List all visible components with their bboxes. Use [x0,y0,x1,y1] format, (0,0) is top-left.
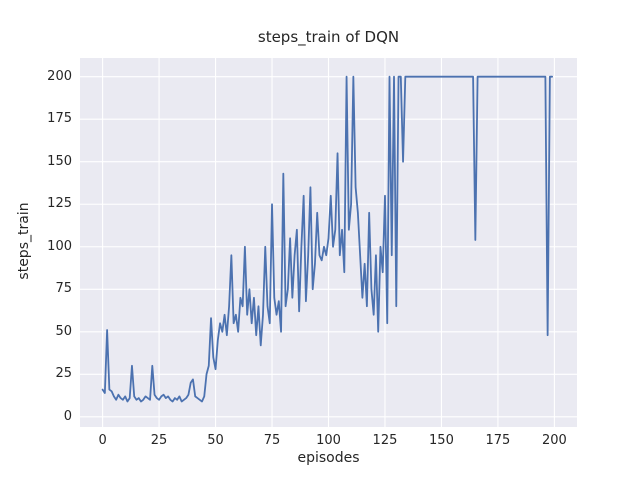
x-tick-label: 125 [372,433,398,448]
steps-train-line [101,75,554,403]
y-tick-label: 175 [47,111,72,127]
y-axis-label: steps_train [16,202,32,280]
y-tick-label: 25 [55,366,72,382]
x-tick-label: 150 [429,433,454,448]
x-tick-label: 100 [316,433,341,448]
x-tick-label: 200 [541,433,567,448]
y-tick-label: 200 [47,68,72,84]
y-tick-label: 0 [63,408,72,424]
y-tick-label: 150 [47,153,72,169]
x-tick-label: 50 [207,433,224,448]
x-tick-label: 0 [98,433,107,448]
y-tick-label: 75 [55,281,72,297]
plot-area [80,58,577,427]
chart-title: steps_train of DQN [257,28,400,46]
x-axis-label: episodes [297,450,360,466]
x-tick-label: 25 [150,433,168,448]
line-chart [80,58,577,427]
x-tick-label: 75 [263,433,281,448]
y-tick-label: 125 [47,196,72,212]
y-tick-label: 50 [55,323,72,339]
y-tick-label: 100 [47,238,72,254]
x-tick-label: 175 [485,433,511,448]
